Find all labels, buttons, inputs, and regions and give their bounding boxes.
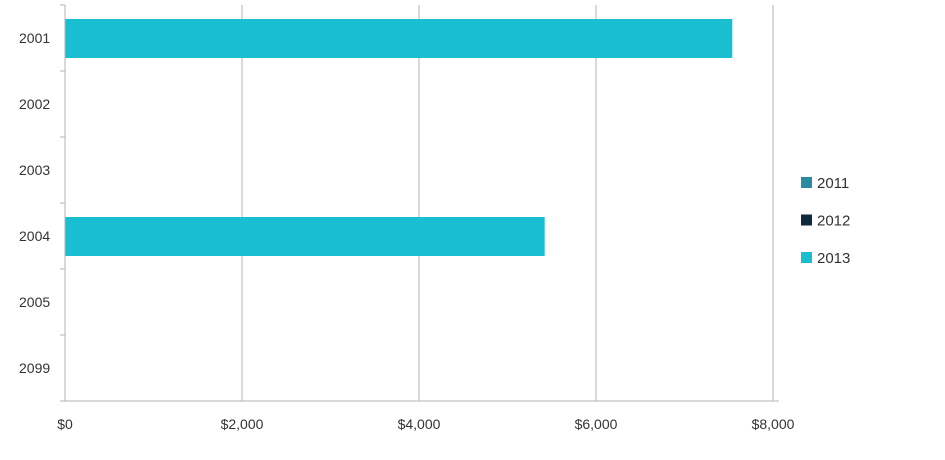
category-labels: 2001 2002 2003 2004 2005 2099 bbox=[19, 30, 50, 376]
legend-swatch-2012 bbox=[801, 214, 812, 226]
x-tick-label: $0 bbox=[57, 416, 73, 432]
x-tick-label: $6,000 bbox=[575, 416, 618, 432]
legend-swatch-2013 bbox=[801, 252, 812, 263]
category-label: 2001 bbox=[19, 30, 50, 46]
gridlines bbox=[241, 5, 774, 401]
category-label: 2004 bbox=[19, 228, 50, 244]
bar-2013-2001 bbox=[65, 19, 733, 58]
legend-swatch-2011 bbox=[801, 177, 812, 188]
x-tick-label: $4,000 bbox=[398, 416, 441, 432]
x-tick-label: $8,000 bbox=[752, 416, 795, 432]
legend: 2011 2012 2013 bbox=[801, 175, 850, 267]
legend-label-2013: 2013 bbox=[817, 250, 850, 267]
axes bbox=[60, 4, 779, 402]
category-label: 2003 bbox=[19, 162, 50, 178]
bars bbox=[65, 19, 733, 256]
bar-2013-2004 bbox=[65, 217, 545, 256]
category-label: 2005 bbox=[19, 294, 50, 310]
legend-label-2012: 2012 bbox=[817, 213, 850, 230]
value-tick-labels: $0 $2,000 $4,000 $6,000 $8,000 bbox=[57, 416, 794, 432]
category-label: 2099 bbox=[19, 360, 50, 376]
category-label: 2002 bbox=[19, 96, 50, 112]
legend-label-2011: 2011 bbox=[817, 175, 849, 192]
x-tick-label: $2,000 bbox=[221, 416, 264, 432]
